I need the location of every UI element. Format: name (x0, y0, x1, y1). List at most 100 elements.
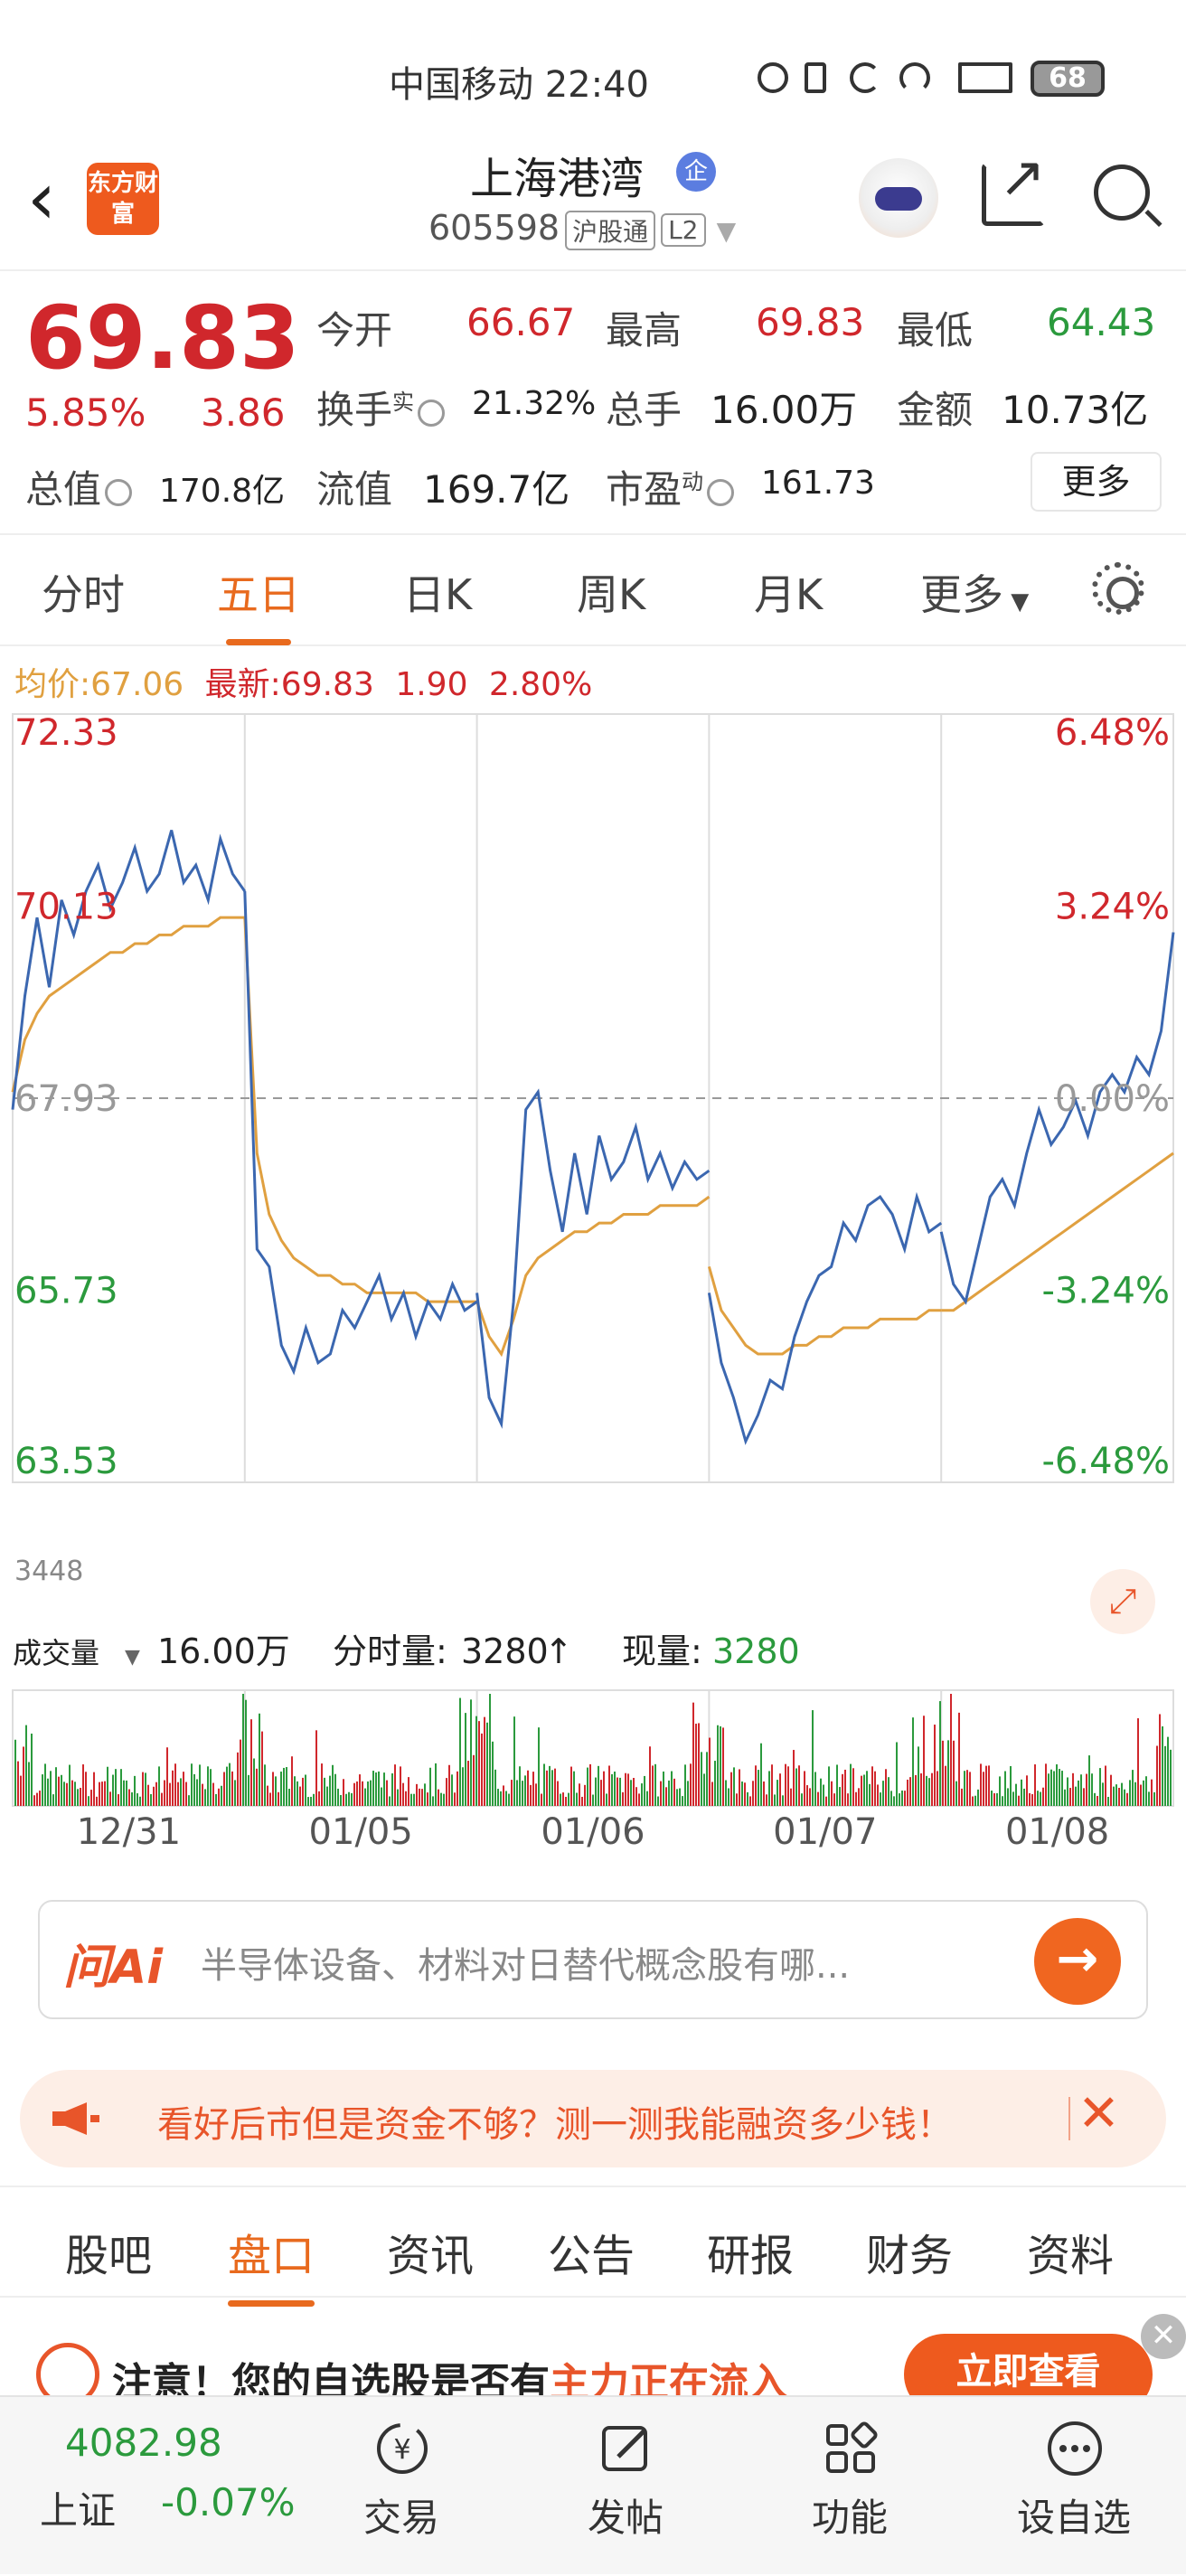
volume-bar (139, 1796, 141, 1806)
volume-bar (820, 1778, 822, 1806)
volume-bar (698, 1723, 700, 1806)
tab-research[interactable]: 研报 (707, 2231, 795, 2281)
ai-robot-icon[interactable] (859, 158, 938, 238)
tab-intraday[interactable]: 分时 (42, 570, 125, 619)
expand-icon[interactable]: ⤢ (1109, 1581, 1136, 1621)
close-icon[interactable]: ✕ (1141, 2314, 1186, 2359)
volume-bar (513, 1716, 515, 1806)
volume-bar (1124, 1789, 1125, 1806)
tab-finance[interactable]: 财务 (866, 2231, 954, 2281)
volume-bar (348, 1791, 350, 1806)
volume-bar (196, 1779, 198, 1806)
expand-icon-bg[interactable] (1090, 1569, 1155, 1634)
more-dots-icon (1048, 2421, 1102, 2476)
info-icon[interactable] (105, 478, 133, 506)
volume-bar (725, 1780, 727, 1806)
financing-promo-banner[interactable]: 看好后市但是资金不够？测一测我能融资多少钱！ ✕ (20, 2070, 1166, 2167)
volume-bar (443, 1793, 445, 1806)
volume-bar (1061, 1771, 1063, 1806)
more-quote-button[interactable]: 更多 (1031, 452, 1162, 512)
volume-bar (842, 1773, 843, 1806)
search-icon[interactable] (1094, 165, 1150, 221)
chart-period-tabs: 分时 五日 日K 周K 月K 更多 ▼ (0, 533, 1186, 646)
volume-bar (560, 1793, 561, 1806)
volume-bar (1018, 1795, 1020, 1806)
volume-bar (1067, 1777, 1068, 1806)
tab-guba[interactable]: 股吧 (65, 2231, 153, 2281)
volume-bar (730, 1772, 732, 1806)
volume-bar (1010, 1766, 1012, 1806)
volume-bar (1148, 1791, 1150, 1806)
gear-icon[interactable] (1092, 562, 1144, 615)
volume-bar (828, 1766, 830, 1806)
tab-monthly-k[interactable]: 月K (754, 570, 824, 619)
volume-bar (329, 1775, 331, 1806)
tab-five-day[interactable]: 五日 (217, 562, 300, 645)
volume-bar (988, 1765, 990, 1806)
volume-bar (598, 1765, 599, 1806)
volume-bar (172, 1770, 174, 1806)
mktcap-label-text: 总值 (25, 467, 102, 512)
volume-bar (383, 1772, 385, 1806)
tab-daily-k[interactable]: 日K (403, 570, 473, 619)
volume-bar (1129, 1780, 1131, 1806)
ai-placeholder[interactable]: 半导体设备、材料对日替代概念股有哪... (201, 1945, 851, 1987)
info-icon[interactable] (707, 478, 735, 506)
capital-flow-notice[interactable]: 注意！您的自选股是否有主力正在流入 立即查看 ✕ (0, 2314, 1186, 2395)
notice-highlight: 主力正在流入 (550, 2360, 788, 2395)
info-icon[interactable] (418, 399, 446, 427)
share-icon[interactable] (982, 144, 1046, 226)
price-line-day-0 (11, 830, 247, 1110)
volume-bar (839, 1787, 841, 1806)
volume-bar (302, 1777, 304, 1806)
volume-bar (93, 1772, 95, 1806)
nav-function[interactable]: 功能 (759, 2397, 940, 2576)
stock-code-row[interactable]: 605598 沪股通 L2 ▼ (428, 208, 736, 250)
volume-bar (123, 1780, 125, 1806)
volume-bar (1048, 1773, 1050, 1806)
volume-bar (809, 1788, 811, 1806)
volume-bar (427, 1792, 428, 1806)
volume-bar (644, 1775, 645, 1806)
tab-news[interactable]: 资讯 (387, 2231, 475, 2281)
volume-bar (570, 1766, 572, 1806)
tab-more[interactable]: 更多 ▼ (920, 562, 1029, 622)
volume-bar (706, 1752, 708, 1806)
volume-bar (866, 1771, 868, 1806)
tab-weekly-k[interactable]: 周K (577, 570, 646, 619)
arrow-right-icon[interactable]: → (1034, 1918, 1121, 2005)
x-day-label: 01/07 (773, 1811, 877, 1853)
volume-bar (993, 1792, 995, 1806)
volume-bar (920, 1773, 922, 1806)
volume-bar (907, 1779, 908, 1806)
volume-bar (703, 1773, 705, 1806)
volume-bar (1064, 1789, 1066, 1806)
nav-post-label: 发帖 (587, 2496, 664, 2540)
volume-bar (193, 1773, 195, 1806)
close-icon[interactable]: ✕ (1078, 2084, 1120, 2143)
back-button[interactable]: ‹ (27, 163, 72, 240)
volume-bar (90, 1790, 92, 1806)
volume-bar (1012, 1791, 1014, 1806)
tab-announcements[interactable]: 公告 (548, 2231, 635, 2281)
volume-bar (112, 1774, 114, 1806)
tab-pankou[interactable]: 盘口 (228, 2220, 315, 2307)
tab-profile[interactable]: 资料 (1027, 2231, 1115, 2281)
volume-bar (429, 1767, 431, 1806)
change-amount: 3.86 (201, 390, 286, 435)
nav-post[interactable]: 发帖 (535, 2397, 716, 2576)
section-tabs: 股吧 盘口 资讯 公告 研报 财务 资料 (0, 2186, 1186, 2307)
volume-bar (858, 1788, 860, 1806)
volume-bar (568, 1792, 569, 1806)
nav-trade[interactable]: ¥ 交易 (311, 2397, 492, 2576)
nav-add-watchlist[interactable]: 设自选 (984, 2397, 1164, 2576)
volume-bar (307, 1797, 309, 1806)
volume-bar (101, 1782, 103, 1806)
volume-label[interactable]: 成交量 (13, 1636, 99, 1670)
view-now-button[interactable]: 立即查看 (904, 2334, 1153, 2395)
volume-bar (1159, 1714, 1161, 1806)
five-day-chart[interactable]: 72.33 6.48% 70.13 3.24% 67.93 0.00% 65.73 -3.24… (0, 705, 1186, 1880)
volume-bar (475, 1716, 477, 1806)
volume-bar (305, 1774, 306, 1806)
ai-ask-bar[interactable]: 问Ai 半导体设备、材料对日替代概念股有哪... → (38, 1900, 1148, 2019)
